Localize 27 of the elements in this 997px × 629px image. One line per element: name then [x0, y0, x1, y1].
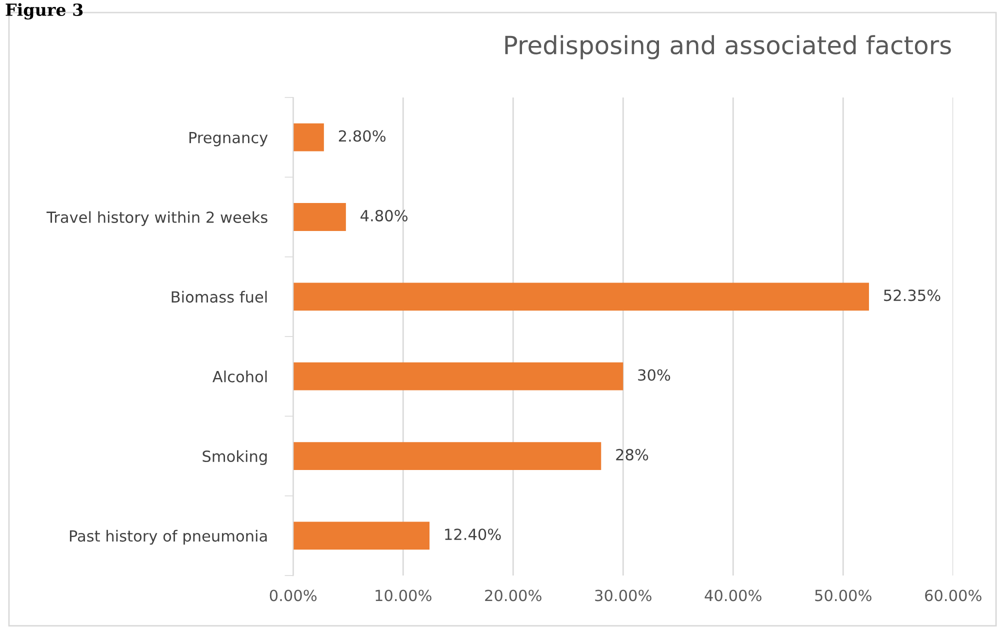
bar [293, 282, 869, 311]
y-tick-label: Smoking [202, 450, 267, 466]
data-label: 4.80% [360, 210, 408, 222]
chart-title: Predisposing and associated factors [505, 35, 951, 60]
data-label: 30% [638, 369, 670, 381]
x-tick-label: 60.00% [925, 590, 982, 602]
y-tick-label: Pregnancy [189, 132, 268, 146]
bar [293, 442, 602, 470]
y-tick-label: Travel history within 2 weeks [46, 211, 268, 226]
bar [293, 522, 430, 550]
x-tick-label: 30.00% [595, 590, 652, 602]
caption: Figure 3 [6, 3, 83, 20]
x-tick-label: 40.00% [704, 590, 762, 602]
data-label: 28% [616, 448, 648, 460]
x-tick-label: 20.00% [485, 590, 542, 602]
bar [293, 362, 624, 390]
x-tick-label: 50.00% [815, 590, 872, 602]
x-tick-label: 10.00% [376, 590, 432, 602]
data-label: 52.35% [884, 290, 940, 302]
data-label: 12.40% [445, 528, 501, 540]
y-tick-label: Biomass fuel [172, 290, 267, 303]
bar [293, 203, 346, 231]
x-tick-label: 0.00% [270, 590, 317, 602]
bar [293, 123, 324, 152]
y-tick-label: Alcohol [212, 370, 267, 382]
data-label: 2.80% [338, 130, 386, 142]
y-tick-label: Past history of pneumonia [70, 530, 267, 545]
